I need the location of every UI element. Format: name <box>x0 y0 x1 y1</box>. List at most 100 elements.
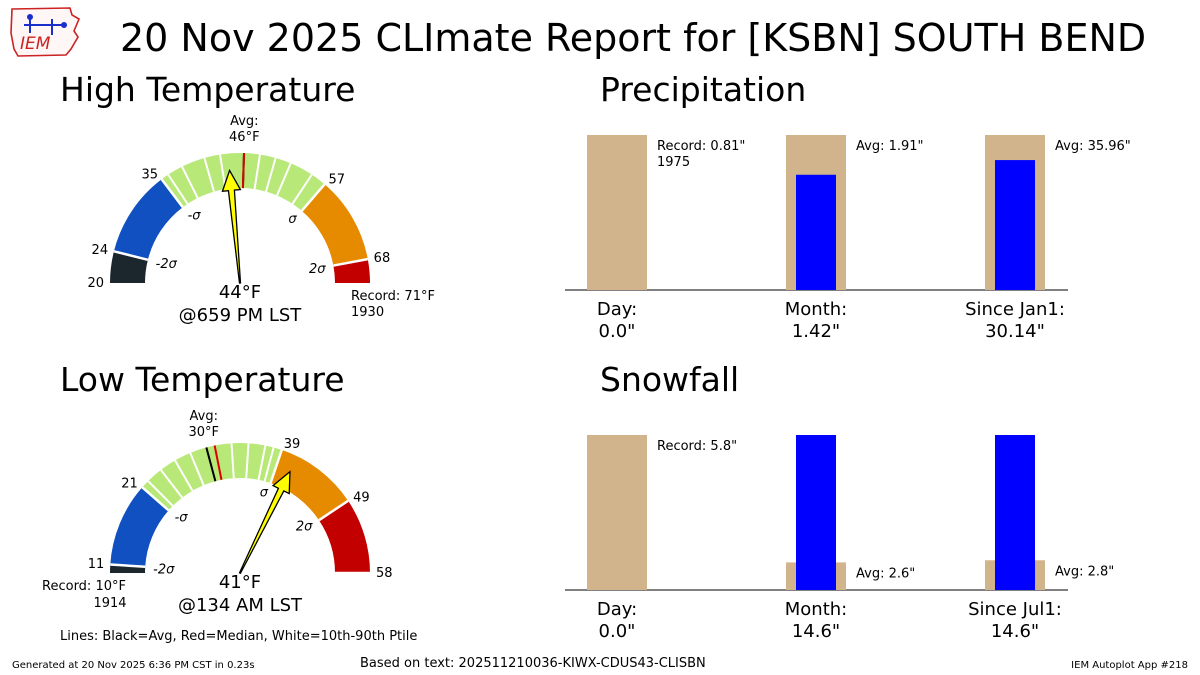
needle-arrow <box>221 168 242 284</box>
percentile-line <box>174 459 194 492</box>
band-boundary-line <box>160 178 184 208</box>
observed-label-2: 30.14" <box>985 321 1045 342</box>
percentile-line <box>230 443 235 479</box>
record-year: 1930 <box>351 305 384 320</box>
tick-label-0: 11 <box>88 557 105 572</box>
logo-text: IEM <box>20 34 51 54</box>
observed-label-1: 14.6" <box>792 621 840 642</box>
band-boundary-line <box>269 449 283 484</box>
tick-label-1: 24 <box>92 243 109 258</box>
band-boundary-line <box>110 563 146 569</box>
avg-label: Avg: <box>230 115 258 129</box>
observed-label-0: 0.0" <box>599 621 636 642</box>
percentile-line <box>245 443 250 479</box>
record-year: 1914 <box>93 596 126 611</box>
low-temp-title: Low Temperature <box>60 360 345 399</box>
gauge-band-1 <box>113 179 183 260</box>
observed-bar-2 <box>995 435 1035 590</box>
observed-value: 44°F <box>219 282 261 303</box>
avg-label: Avg: <box>190 409 218 424</box>
observed-label-1: 1.42" <box>792 321 840 342</box>
sigma-label-3: 2σ <box>309 262 326 277</box>
sigma-label-3: 2σ <box>296 520 313 535</box>
observed-time: @134 AM LST <box>178 595 303 616</box>
tick-label-3: 57 <box>328 173 345 188</box>
percentile-line <box>265 157 277 192</box>
category-label-0: Day: <box>597 599 637 620</box>
category-label-0: Day: <box>597 299 637 320</box>
category-label-2: Since Jan1: <box>965 299 1065 320</box>
reference-sublabel-0: 1975 <box>657 155 690 170</box>
avg-line <box>205 447 217 482</box>
tick-label-4: 68 <box>374 251 391 266</box>
percentile-line <box>181 166 199 199</box>
avg-value: 46°F <box>229 130 260 145</box>
observed-label-0: 0.0" <box>599 321 636 342</box>
reference-label-1: Avg: 2.6" <box>856 566 915 581</box>
sigma-label-1: -σ <box>188 209 202 224</box>
percentile-line <box>276 162 292 196</box>
gauge-band-4 <box>318 500 370 573</box>
precip-bar-chart: Record: 0.81"1975 Day:0.0" Avg: 1.91" Month… <box>565 135 1131 342</box>
gauge-band-3 <box>301 184 368 266</box>
generated-timestamp: Generated at 20 Nov 2025 6:36 PM CST in … <box>12 660 255 671</box>
reference-label-0: Record: 5.8" <box>657 439 737 454</box>
observed-value: 41°F <box>219 572 261 593</box>
band-boundary-line <box>318 499 349 522</box>
category-label-1: Month: <box>785 599 847 620</box>
avg-value: 30°F <box>188 425 219 440</box>
snowfall-bar-chart: Record: 5.8"Day:0.0"Avg: 2.6"Month:14.6"… <box>565 435 1114 642</box>
sigma-label-2: σ <box>260 486 269 501</box>
source-text-id: Based on text: 202511210036-KIWX-CDUS43-… <box>360 656 706 671</box>
record-label: Record: 71°F <box>351 289 435 304</box>
percentile-line <box>160 469 183 499</box>
record-label: Record: 10°F <box>42 579 126 594</box>
percentile-line <box>257 445 267 481</box>
sigma-label-0: -2σ <box>153 562 175 577</box>
median-line <box>213 445 223 481</box>
category-label-2: Since Jul1: <box>968 599 1062 620</box>
needle-arrow <box>238 470 291 575</box>
reference-label-2: Avg: 35.96" <box>1055 139 1131 154</box>
percentile-line <box>167 174 189 205</box>
sigma-label-0: -2σ <box>156 257 178 272</box>
tick-label-2: 39 <box>284 437 301 452</box>
tick-label-1: 21 <box>121 476 138 491</box>
tick-label-4: 58 <box>376 566 393 581</box>
band-boundary-line <box>141 486 170 512</box>
percentile-line <box>203 157 215 192</box>
gauge-band-0 <box>110 251 148 283</box>
median-line <box>241 153 246 189</box>
reference-label-0: Record: 0.81" <box>657 139 745 154</box>
percentile-line <box>263 447 275 482</box>
tick-label-2: 35 <box>141 167 158 182</box>
precip-title: Precipitation <box>600 70 807 109</box>
low-temp-gauge: 11 21 39 49 58 -2σ -σ σ 2σ Avg:30°F 41°F@134 AM LS… <box>42 409 393 616</box>
band-boundary-line <box>300 183 326 212</box>
page-title: 20 Nov 2025 CLImate Report for [KSBN] SO… <box>120 16 1147 60</box>
reference-label-1: Avg: 1.91" <box>856 139 924 154</box>
app-id: IEM Autoplot App #218 <box>1071 660 1188 671</box>
percentile-line <box>253 154 261 190</box>
observed-bar-1 <box>796 174 836 290</box>
observed-bar-1 <box>796 435 836 590</box>
band-boundary-line <box>113 250 149 262</box>
tick-label-0: 20 <box>87 276 104 291</box>
percentile-line <box>189 452 205 486</box>
gauge-band-1 <box>110 487 169 567</box>
high-temp-title: High Temperature <box>60 70 356 109</box>
band-boundary-line <box>333 257 369 267</box>
iem-logo: IEM <box>8 5 84 63</box>
observed-time: @659 PM LST <box>179 305 303 326</box>
sigma-label-2: σ <box>288 212 297 227</box>
sigma-label-1: -σ <box>175 511 189 526</box>
observed-bar-2 <box>995 160 1035 290</box>
observed-label-2: 14.6" <box>991 621 1039 642</box>
percentile-line <box>291 174 313 205</box>
category-label-1: Month: <box>785 299 847 320</box>
reference-bar-0 <box>587 135 647 290</box>
percentile-line <box>147 480 174 507</box>
reference-label-2: Avg: 2.8" <box>1055 564 1114 579</box>
high-temp-gauge: 20 24 35 57 68 -2σ -σ σ 2σ Avg:46°F 44°F@659 PM LS… <box>87 115 435 326</box>
gauge-band-3 <box>270 449 349 521</box>
